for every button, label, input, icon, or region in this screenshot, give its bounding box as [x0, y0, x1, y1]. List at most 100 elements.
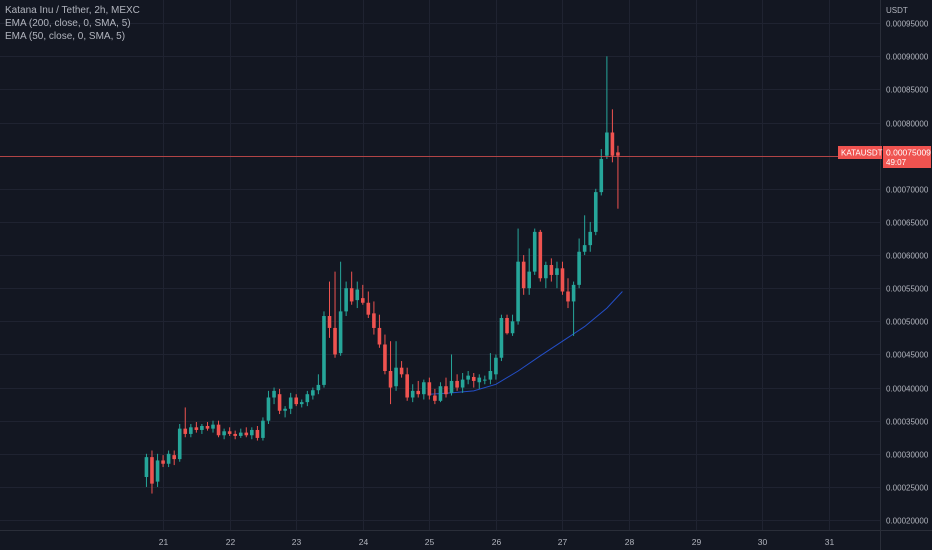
candle-body [261, 420, 265, 438]
candle [349, 271, 354, 305]
time-tick-label: 30 [758, 537, 768, 547]
time-tick-label: 27 [558, 537, 568, 547]
candle [532, 228, 537, 275]
price-tick-label: 0.00030000 [886, 451, 929, 460]
candle-body [588, 231, 593, 246]
candle [283, 406, 287, 418]
candle [377, 314, 382, 348]
candle [471, 372, 476, 388]
candle-body [372, 313, 376, 328]
candle-body [427, 382, 432, 396]
candle [571, 281, 576, 336]
candle-body [294, 397, 299, 405]
candle-body [238, 432, 243, 436]
candle [466, 371, 470, 385]
symbol-title[interactable]: Katana Inu / Tether, 2h, MEXC [5, 5, 140, 16]
candle [172, 450, 177, 466]
candle [288, 392, 293, 415]
candle-body [144, 457, 149, 477]
price-tick-label: 0.00040000 [886, 385, 929, 394]
candle [344, 281, 348, 317]
candle [311, 387, 315, 400]
candle-body [582, 245, 587, 252]
candle [560, 261, 565, 295]
candle [488, 353, 493, 385]
symbol-badge-bg [838, 146, 882, 159]
indicator-ema-200[interactable]: EMA (200, close, 0, SMA, 5) [5, 18, 131, 29]
candle-body [299, 402, 304, 405]
candle-body [521, 261, 526, 289]
candle-body [466, 375, 470, 380]
candle-body [394, 367, 398, 387]
candle-body [460, 379, 465, 388]
candle-body [233, 433, 237, 436]
candle-body [205, 425, 210, 429]
candle-body [377, 327, 382, 345]
candle [593, 188, 598, 236]
candle [499, 314, 504, 362]
candle [444, 377, 448, 398]
candle-body [422, 382, 426, 395]
candle-body [349, 288, 354, 302]
candle-body [388, 371, 393, 388]
candle [333, 271, 337, 358]
candle [510, 314, 515, 336]
indicator-ema-50[interactable]: EMA (50, close, 0, SMA, 5) [5, 31, 126, 42]
candle-body [227, 431, 232, 434]
candle-body [499, 318, 504, 358]
candle [250, 427, 254, 440]
candle [155, 453, 160, 487]
candle-body [177, 428, 182, 460]
candle-body [593, 192, 598, 232]
candle [521, 255, 526, 295]
candle-body [272, 390, 276, 398]
price-tick-label: 0.00060000 [886, 252, 929, 261]
candle [399, 361, 404, 378]
candle-body [438, 386, 443, 401]
candle [405, 367, 409, 401]
candle [166, 450, 171, 468]
candle-body [183, 428, 188, 434]
time-tick-label: 21 [159, 537, 169, 547]
candle [222, 428, 226, 440]
candle [477, 374, 482, 389]
candle-body [266, 397, 271, 421]
last-price-badge[interactable]: KATAUSDT 0.00075009 49:07 [838, 146, 931, 168]
candle-body [455, 380, 459, 388]
candle-body [322, 316, 326, 385]
candle [205, 422, 210, 431]
candle-body [189, 427, 193, 434]
candle-body [616, 152, 620, 156]
last-price-value: 0.00075009 [886, 148, 931, 158]
candle [422, 379, 426, 400]
candle [394, 341, 398, 391]
candle-body [516, 261, 520, 322]
candle [327, 281, 332, 338]
candle [316, 374, 321, 395]
candle [482, 375, 487, 385]
candles [144, 56, 620, 494]
candle-body [211, 424, 215, 429]
candle-body [477, 377, 482, 383]
price-tick-label: 0.00055000 [886, 285, 929, 294]
candle-body [383, 344, 387, 371]
candle-body [277, 394, 282, 411]
candle [427, 377, 432, 400]
candle [227, 427, 232, 436]
candle-body [538, 231, 543, 279]
candle [566, 278, 570, 309]
candle-body [444, 386, 448, 395]
candle [527, 248, 531, 295]
candle [144, 453, 149, 487]
candle [449, 354, 454, 396]
candle [582, 215, 587, 256]
candle-body [166, 453, 171, 464]
candle-body [566, 291, 570, 302]
candle-body [599, 159, 604, 193]
candle-body [555, 268, 559, 275]
candle [388, 341, 393, 405]
candle-body [366, 302, 371, 315]
price-tick-label: 0.00050000 [886, 318, 929, 327]
